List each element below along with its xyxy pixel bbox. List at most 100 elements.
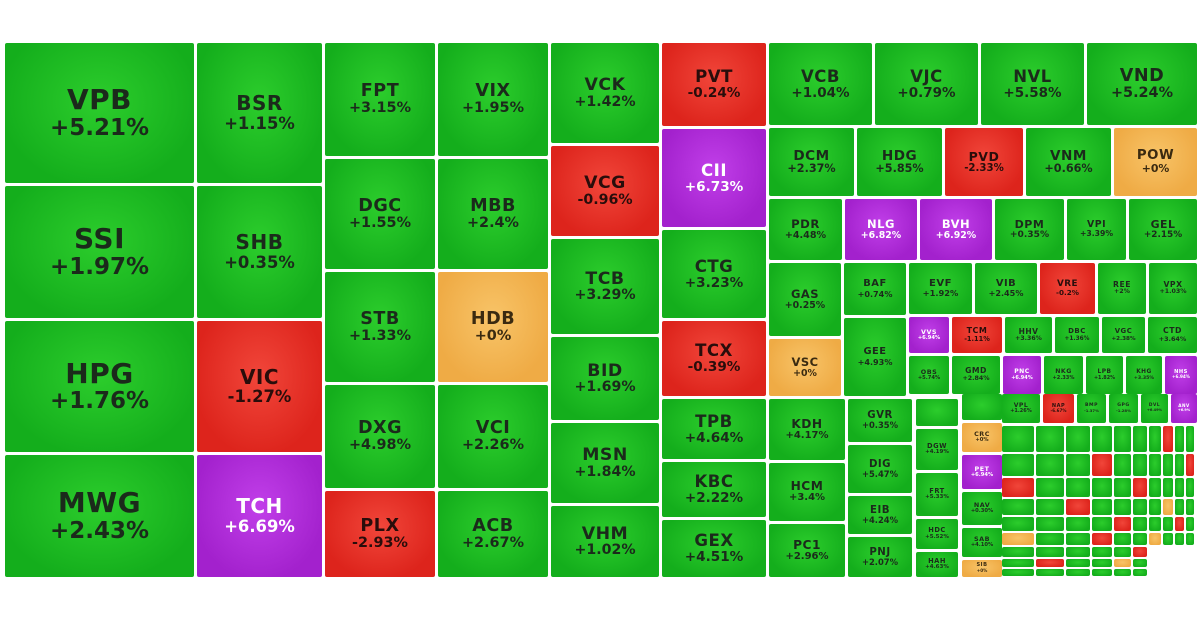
tile-EIB[interactable]: EIB +4.24% bbox=[848, 496, 912, 534]
tile-CTG[interactable]: CTG +3.23% bbox=[662, 230, 766, 318]
mini-tile[interactable] bbox=[1036, 499, 1064, 515]
tile-NVL[interactable]: NVL +5.58% bbox=[981, 43, 1084, 125]
tile-GEE[interactable]: GEE +4.93% bbox=[844, 318, 906, 396]
mini-tile[interactable] bbox=[1066, 569, 1090, 576]
mini-tile[interactable] bbox=[1175, 499, 1184, 515]
mini-tile[interactable] bbox=[1092, 454, 1112, 476]
tile-HPG[interactable]: HPG +1.76% bbox=[5, 321, 194, 452]
tile-TCB[interactable]: TCB +3.29% bbox=[551, 239, 659, 334]
tile-TPB[interactable]: TPB +4.64% bbox=[662, 399, 766, 459]
mini-tile[interactable] bbox=[1092, 426, 1112, 452]
tile-SIB[interactable]: SIB +0% bbox=[962, 560, 1002, 577]
mini-tile[interactable] bbox=[1186, 533, 1194, 545]
mini-tile[interactable] bbox=[1002, 454, 1034, 476]
tile-DGW[interactable]: DGW +4.19% bbox=[916, 429, 958, 470]
mini-tile[interactable] bbox=[1186, 499, 1194, 515]
tile-KHG[interactable]: KHG +3.35% bbox=[1126, 356, 1162, 394]
tile-BID[interactable]: BID +1.69% bbox=[551, 337, 659, 420]
mini-tile[interactable] bbox=[1149, 478, 1161, 497]
mini-tile[interactable] bbox=[1149, 517, 1161, 531]
mini-tile[interactable] bbox=[1163, 533, 1173, 545]
tile-BSR[interactable]: BSR +1.15% bbox=[197, 43, 322, 183]
tile-VVS[interactable]: VVS +6.94% bbox=[909, 317, 949, 353]
mini-tile[interactable] bbox=[1163, 426, 1173, 452]
tile-GPG[interactable]: GPG -1.28% bbox=[1109, 394, 1138, 423]
mini-tile[interactable] bbox=[1002, 499, 1034, 515]
mini-tile[interactable] bbox=[1036, 547, 1064, 557]
mini-tile[interactable] bbox=[1036, 559, 1064, 567]
mini-tile[interactable] bbox=[1066, 454, 1090, 476]
tile-NHS[interactable]: NHS +6.94% bbox=[1165, 356, 1197, 394]
tile-VPI[interactable]: VPI +3.39% bbox=[1067, 199, 1126, 260]
tile-FPT[interactable]: FPT +3.15% bbox=[325, 43, 435, 156]
tile-SAB[interactable]: SAB +4.10% bbox=[962, 528, 1002, 557]
tile-MSN[interactable]: MSN +1.84% bbox=[551, 423, 659, 503]
tile-VND[interactable]: VND +5.24% bbox=[1087, 43, 1197, 125]
tile-KBC[interactable]: KBC +2.22% bbox=[662, 462, 766, 517]
mini-tile[interactable] bbox=[1066, 547, 1090, 557]
tile-VCG[interactable]: VCG -0.96% bbox=[551, 146, 659, 236]
tile-LPB[interactable]: LPB +1.82% bbox=[1086, 356, 1123, 394]
mini-tile[interactable] bbox=[1175, 454, 1184, 476]
mini-tile[interactable] bbox=[1186, 454, 1194, 476]
mini-tile[interactable] bbox=[1133, 559, 1147, 567]
tile-PDR[interactable]: PDR +4.48% bbox=[769, 199, 842, 260]
tile-REE[interactable]: REE +2% bbox=[1098, 263, 1146, 314]
tile-CTD[interactable]: CTD +3.64% bbox=[1148, 317, 1197, 353]
tile-VJC[interactable]: VJC +0.79% bbox=[875, 43, 978, 125]
tile-VHM[interactable]: VHM +1.02% bbox=[551, 506, 659, 577]
tile-CII[interactable]: CII +6.73% bbox=[662, 129, 766, 227]
tile-PVT[interactable]: PVT -0.24% bbox=[662, 43, 766, 126]
mini-tile[interactable] bbox=[1149, 533, 1161, 545]
tile-PET[interactable]: PET +6.94% bbox=[962, 455, 1002, 489]
mini-tile[interactable] bbox=[1092, 517, 1112, 531]
mini-tile[interactable] bbox=[1002, 569, 1034, 576]
tile-DVL[interactable]: DVL +6.49% bbox=[1141, 394, 1168, 423]
mini-tile[interactable] bbox=[1114, 517, 1131, 531]
tile-NKG[interactable]: NKG +2.33% bbox=[1044, 356, 1083, 394]
tile-VCI[interactable]: VCI +2.26% bbox=[438, 385, 548, 488]
mini-tile[interactable] bbox=[1036, 454, 1064, 476]
tile-VNM[interactable]: VNM +0.66% bbox=[1026, 128, 1111, 196]
tile-HHV[interactable]: HHV +3.36% bbox=[1005, 317, 1052, 353]
mini-tile[interactable] bbox=[1133, 547, 1147, 557]
tile-MBB[interactable]: MBB +2.4% bbox=[438, 159, 548, 269]
tile-BVH[interactable]: BVH +6.92% bbox=[920, 199, 992, 260]
mini-tile[interactable] bbox=[1036, 533, 1064, 545]
tile-GMD[interactable]: GMD +2.84% bbox=[952, 356, 1000, 394]
mini-tile[interactable] bbox=[1175, 517, 1184, 531]
tile-ANV[interactable]: ANV +6.9% bbox=[1171, 394, 1197, 423]
tile-FRT[interactable]: FRT +5.33% bbox=[916, 473, 958, 516]
tile-DXG[interactable]: DXG +4.98% bbox=[325, 385, 435, 488]
mini-tile[interactable] bbox=[1114, 499, 1131, 515]
tile-VCB[interactable]: VCB +1.04% bbox=[769, 43, 872, 125]
mini-tile[interactable] bbox=[1163, 478, 1173, 497]
mini-tile[interactable] bbox=[1163, 517, 1173, 531]
mini-tile[interactable] bbox=[1002, 426, 1034, 452]
tile-PVD[interactable]: PVD -2.33% bbox=[945, 128, 1023, 196]
mini-tile[interactable] bbox=[1002, 533, 1034, 545]
mini-tile[interactable] bbox=[1066, 499, 1090, 515]
tile-OBS[interactable]: OBS +5.74% bbox=[909, 356, 949, 394]
mini-tile[interactable] bbox=[1133, 499, 1147, 515]
mini-tile[interactable] bbox=[1092, 478, 1112, 497]
mini-tile[interactable] bbox=[1002, 517, 1034, 531]
tile-VIC[interactable]: VIC -1.27% bbox=[197, 321, 322, 452]
tile-VIB[interactable]: VIB +2.45% bbox=[975, 263, 1037, 314]
mini-tile[interactable] bbox=[1133, 454, 1147, 476]
tile-HDG[interactable]: HDG +5.85% bbox=[857, 128, 942, 196]
tile-TCM[interactable]: TCM -1.11% bbox=[952, 317, 1002, 353]
tile-NLG[interactable]: NLG +6.82% bbox=[845, 199, 917, 260]
tile-VRE[interactable]: VRE -0.2% bbox=[1040, 263, 1095, 314]
mini-tile[interactable] bbox=[1066, 517, 1090, 531]
tile-VPX[interactable]: VPX +1.03% bbox=[1149, 263, 1197, 314]
mini-tile[interactable] bbox=[1175, 426, 1184, 452]
mini-tile[interactable] bbox=[1092, 533, 1112, 545]
mini-tile[interactable] bbox=[1092, 547, 1112, 557]
mini-tile[interactable] bbox=[1002, 478, 1034, 497]
tile-VIX[interactable]: VIX +1.95% bbox=[438, 43, 548, 156]
mini-tile[interactable] bbox=[1186, 517, 1194, 531]
tile-GVR[interactable]: GVR +0.35% bbox=[848, 399, 912, 442]
mini-tile[interactable] bbox=[1163, 499, 1173, 515]
tile-DCM[interactable]: DCM +2.37% bbox=[769, 128, 854, 196]
